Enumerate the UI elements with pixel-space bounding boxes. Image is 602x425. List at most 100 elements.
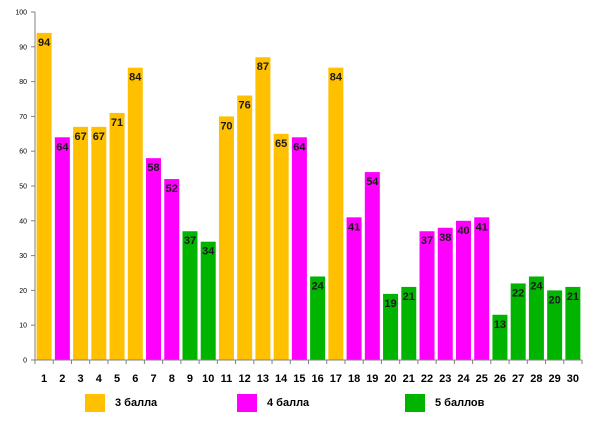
bar-25 [474, 217, 490, 360]
legend-item-3-points: 3 балла [85, 393, 157, 413]
legend-swatch-4-points [237, 394, 257, 412]
data-label-5: 71 [111, 117, 123, 129]
legend-swatch-3-points [85, 394, 105, 412]
bar-28 [528, 276, 544, 360]
y-axis: 0 10 20 30 40 50 60 70 80 90 100 [15, 10, 36, 365]
x-tick-label-15: 15 [293, 373, 305, 385]
x-tick-label-29: 29 [549, 373, 561, 385]
bar-23 [437, 227, 453, 360]
data-label-12: 76 [239, 100, 251, 112]
y-tick-label: 100 [15, 10, 27, 17]
bar-29 [547, 290, 563, 360]
data-label-14: 65 [275, 138, 287, 150]
x-tick-label-24: 24 [457, 373, 470, 385]
y-tick-label: 60 [19, 149, 27, 156]
bars-group [36, 32, 581, 361]
bar-4 [91, 126, 107, 360]
y-tick-label: 50 [19, 184, 27, 191]
data-label-3: 67 [74, 131, 86, 143]
x-tick-label-14: 14 [275, 373, 288, 385]
data-label-10: 34 [202, 246, 215, 258]
bar-5 [109, 112, 125, 360]
data-label-28: 24 [530, 280, 543, 292]
data-label-26: 13 [494, 319, 506, 331]
data-label-1: 94 [38, 37, 51, 49]
bar-26 [492, 314, 508, 360]
bar-7 [146, 158, 162, 360]
bar-16 [310, 276, 326, 360]
x-tick-label-8: 8 [169, 373, 175, 385]
x-tick-label-5: 5 [114, 373, 120, 385]
legend-item-5-points: 5 баллов [405, 393, 484, 413]
y-tick-label: 0 [23, 358, 27, 365]
bar-27 [510, 283, 526, 360]
bar-30 [565, 286, 581, 360]
y-tick-label: 90 [19, 44, 27, 51]
bar-11 [218, 116, 234, 361]
x-tick-label-26: 26 [494, 373, 506, 385]
x-tick-label-3: 3 [78, 373, 84, 385]
x-tick-label-9: 9 [187, 373, 193, 385]
data-label-24: 40 [457, 225, 469, 237]
y-tick-label: 20 [19, 288, 27, 295]
x-tick-label-13: 13 [257, 373, 269, 385]
data-label-7: 58 [147, 162, 159, 174]
data-label-6: 84 [129, 72, 142, 84]
bar-1 [36, 32, 52, 360]
bar-15 [291, 137, 307, 360]
data-label-11: 70 [220, 120, 232, 132]
x-tick-label-2: 2 [59, 373, 65, 385]
data-label-4: 67 [93, 131, 105, 143]
bar-14 [273, 133, 289, 360]
data-label-23: 38 [439, 232, 451, 244]
x-tick-label-21: 21 [403, 373, 415, 385]
x-tick-label-23: 23 [439, 373, 451, 385]
x-tick-label-7: 7 [150, 373, 156, 385]
bar-19 [364, 172, 380, 360]
bar-13 [255, 57, 271, 361]
data-label-18: 41 [348, 221, 360, 233]
bar-20 [383, 293, 399, 360]
x-axis: 1 2 3 4 5 6 7 8 9 10 11 12 13 14 15 16 17 18 19 20 21 22 23 24 2… [34, 359, 583, 385]
x-tick-label-1: 1 [41, 373, 47, 385]
x-tick-label-17: 17 [330, 373, 342, 385]
y-tick-label: 40 [19, 218, 27, 225]
data-label-9: 37 [184, 235, 196, 247]
bar-18 [346, 217, 362, 360]
x-tick-label-27: 27 [512, 373, 524, 385]
y-tick-label: 10 [19, 323, 27, 330]
data-label-21: 21 [403, 291, 415, 303]
data-label-22: 37 [421, 235, 433, 247]
bar-6 [127, 67, 143, 361]
x-tick-label-18: 18 [348, 373, 360, 385]
bar-22 [419, 231, 435, 360]
data-label-8: 52 [166, 183, 178, 195]
data-label-19: 54 [366, 176, 379, 188]
data-label-15: 64 [293, 141, 306, 153]
bar-3 [73, 126, 89, 360]
bar-2 [54, 137, 70, 360]
x-tick-label-30: 30 [567, 373, 579, 385]
bar-8 [164, 179, 180, 360]
x-tick-label-19: 19 [366, 373, 378, 385]
y-tick-label: 70 [19, 114, 27, 121]
x-tick-label-25: 25 [476, 373, 488, 385]
x-tick-label-16: 16 [311, 373, 323, 385]
y-tick-label: 80 [19, 79, 27, 86]
data-label-13: 87 [257, 61, 269, 73]
legend-label-3-points: 3 балла [115, 397, 158, 409]
data-label-27: 22 [512, 287, 524, 299]
x-tick-label-10: 10 [202, 373, 214, 385]
legend-item-4-points: 4 балла [237, 393, 309, 413]
bar-21 [401, 286, 417, 360]
bar-24 [455, 220, 471, 360]
data-labels-group: 94 64 67 67 71 84 58 52 37 34 70 76 87 65 64 24 84 41 54 19… [38, 37, 579, 331]
bar-9 [182, 231, 198, 360]
legend-label-5-points: 5 баллов [435, 397, 485, 409]
y-tick-label: 30 [19, 253, 27, 260]
data-label-29: 20 [549, 294, 561, 306]
legend-swatch-5-points [405, 394, 425, 412]
data-label-16: 24 [311, 280, 324, 292]
x-tick-label-6: 6 [132, 373, 138, 385]
